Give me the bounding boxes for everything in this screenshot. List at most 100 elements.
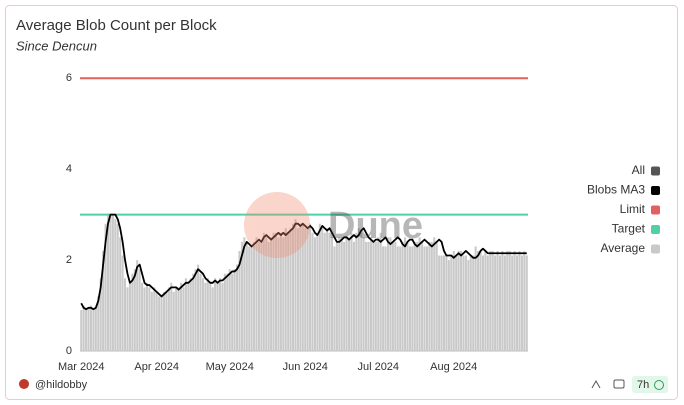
bar [85, 310, 88, 351]
bar [423, 246, 426, 351]
legend-swatch [651, 166, 660, 176]
bar [201, 278, 204, 351]
legend-label: Limit [620, 202, 646, 216]
bar [94, 307, 97, 351]
bar [425, 246, 428, 351]
y-tick-label: 6 [66, 72, 72, 84]
bar [306, 228, 309, 351]
bar [369, 237, 372, 351]
bar [433, 237, 436, 351]
bar [506, 250, 509, 351]
bar [184, 278, 187, 351]
bar [155, 291, 158, 351]
bar [131, 273, 134, 351]
bar [379, 232, 382, 351]
bar [282, 237, 285, 351]
bar [389, 237, 392, 351]
bar [274, 232, 278, 351]
bar [501, 250, 504, 351]
bar [430, 241, 433, 351]
legend-item[interactable]: Blobs MA3 [587, 183, 660, 197]
x-tick-label: May 2024 [206, 361, 254, 373]
x-tick-label: Mar 2024 [58, 361, 104, 373]
bar [472, 255, 475, 351]
camera-icon[interactable] [613, 379, 625, 389]
bar [450, 255, 453, 351]
bar [197, 264, 200, 351]
bar [199, 273, 202, 351]
bar [228, 269, 231, 351]
link-icon[interactable] [591, 379, 601, 389]
bar [162, 291, 166, 351]
bar [106, 214, 110, 351]
legend-label: Average [601, 241, 646, 255]
bar [294, 219, 297, 351]
bar [97, 296, 100, 351]
bar [457, 250, 460, 351]
bar [287, 232, 290, 351]
bar [223, 273, 226, 351]
bar [206, 278, 209, 351]
bar [477, 250, 480, 351]
bar [104, 223, 107, 351]
bar [145, 282, 148, 351]
legend-label: Blobs MA3 [587, 183, 645, 197]
bar [119, 237, 122, 351]
y-tick-label: 2 [66, 254, 72, 266]
legend-item[interactable]: All [632, 163, 660, 177]
bar [265, 237, 268, 351]
bar [187, 282, 190, 351]
bar [316, 232, 319, 351]
y-tick-label: 4 [66, 163, 72, 175]
bar [474, 246, 477, 351]
legend-item[interactable]: Target [612, 222, 660, 236]
bar [148, 287, 151, 351]
bar [516, 255, 519, 351]
legend-item[interactable]: Average [601, 241, 660, 255]
bar [481, 255, 484, 351]
bar [189, 278, 192, 351]
bar [498, 255, 502, 351]
legend-swatch [651, 225, 660, 234]
bar [491, 250, 494, 351]
bar [318, 223, 321, 351]
bar [311, 232, 314, 351]
bar [503, 255, 506, 351]
bar [150, 291, 153, 351]
bar [243, 237, 246, 351]
author[interactable]: @hildobby [35, 379, 88, 391]
bar [340, 237, 343, 351]
bar [464, 255, 467, 351]
y-tick-label: 0 [66, 345, 72, 357]
bar [279, 232, 282, 351]
bar [165, 291, 168, 351]
bar [194, 269, 197, 351]
watermark: Dune [244, 192, 423, 258]
check-icon [654, 380, 664, 390]
bar [321, 228, 324, 351]
bar [479, 250, 482, 351]
bar [396, 246, 399, 351]
bar [355, 232, 358, 351]
bar [240, 241, 243, 351]
bar [399, 246, 402, 351]
bar [362, 237, 365, 351]
bar [296, 228, 299, 351]
bar [231, 273, 234, 351]
bar [292, 223, 295, 351]
legend-item[interactable]: Limit [620, 202, 660, 216]
bar [214, 278, 217, 351]
bar [367, 241, 370, 351]
bar [253, 241, 256, 351]
bar [365, 241, 368, 351]
bar [102, 250, 105, 351]
chart-subtitle: Since Dencun [16, 38, 97, 53]
bar [89, 305, 92, 351]
bar [382, 246, 385, 351]
bar [172, 291, 175, 351]
bar [204, 282, 207, 351]
bar [226, 273, 229, 351]
bar [238, 250, 241, 351]
bar [406, 241, 409, 351]
